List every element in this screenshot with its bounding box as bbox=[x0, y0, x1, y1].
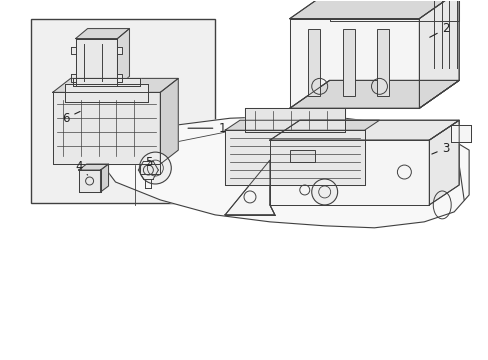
Polygon shape bbox=[71, 46, 76, 54]
Polygon shape bbox=[117, 46, 122, 54]
Polygon shape bbox=[117, 28, 129, 86]
Bar bbox=[307, 28, 319, 96]
Polygon shape bbox=[71, 75, 76, 82]
Polygon shape bbox=[329, 0, 458, 21]
Polygon shape bbox=[73, 78, 140, 86]
Text: 6: 6 bbox=[62, 112, 80, 125]
Polygon shape bbox=[101, 116, 468, 228]
Polygon shape bbox=[289, 19, 419, 108]
Polygon shape bbox=[428, 120, 458, 205]
Polygon shape bbox=[140, 164, 160, 174]
Polygon shape bbox=[244, 108, 344, 132]
Text: 2: 2 bbox=[429, 22, 449, 37]
Circle shape bbox=[139, 152, 171, 184]
Polygon shape bbox=[269, 120, 458, 140]
Polygon shape bbox=[79, 170, 101, 192]
Bar bbox=[289, 150, 314, 162]
Bar bbox=[377, 28, 388, 96]
Bar bbox=[31, 19, 215, 203]
Text: 3: 3 bbox=[431, 141, 449, 155]
Text: 1: 1 bbox=[187, 122, 225, 135]
Circle shape bbox=[311, 179, 337, 205]
Polygon shape bbox=[419, 0, 458, 108]
Text: 5: 5 bbox=[144, 156, 152, 168]
Bar bbox=[342, 28, 354, 96]
Polygon shape bbox=[76, 39, 117, 86]
Polygon shape bbox=[53, 92, 160, 164]
Polygon shape bbox=[224, 130, 364, 185]
Polygon shape bbox=[101, 164, 108, 192]
Polygon shape bbox=[79, 164, 108, 170]
Polygon shape bbox=[289, 0, 458, 19]
Polygon shape bbox=[64, 84, 148, 102]
Polygon shape bbox=[289, 80, 458, 108]
Polygon shape bbox=[450, 125, 470, 142]
Polygon shape bbox=[224, 160, 274, 215]
Polygon shape bbox=[117, 75, 122, 82]
Polygon shape bbox=[53, 78, 178, 92]
Polygon shape bbox=[269, 140, 428, 205]
Polygon shape bbox=[160, 78, 178, 164]
Polygon shape bbox=[224, 120, 379, 130]
Text: 4: 4 bbox=[75, 159, 87, 175]
Polygon shape bbox=[76, 28, 129, 39]
